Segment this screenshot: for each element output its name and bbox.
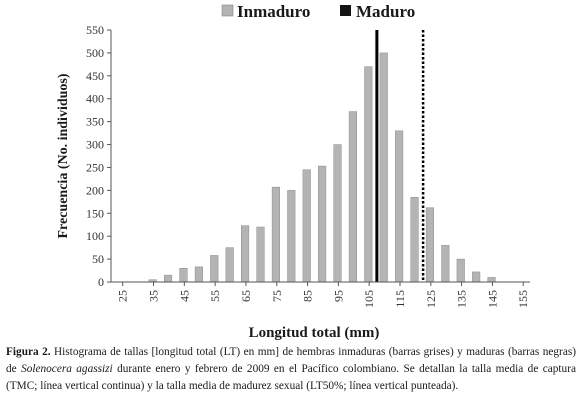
legend-swatch-maduro (340, 5, 351, 16)
y-tick-label: 550 (86, 23, 104, 37)
x-tick-label: 95 (331, 290, 345, 302)
y-tick-label: 100 (86, 229, 104, 243)
bar-inmaduro-85 (302, 169, 311, 283)
y-axis-title: Frecuencia (No. individuos) (56, 73, 71, 238)
bar-inmaduro-145 (487, 277, 496, 283)
bar-inmaduro-50 (194, 266, 203, 283)
x-tick-label: 75 (270, 290, 284, 302)
x-tick-label: 85 (301, 290, 315, 302)
figure-caption: Figura 2. Histograma de tallas [longitud… (6, 344, 576, 395)
bar-inmaduro-135 (456, 258, 465, 283)
x-axis-title: Longitud total (mm) (249, 325, 380, 340)
legend-label-inmaduro: Inmaduro (237, 2, 310, 21)
bar-inmaduro-90 (318, 165, 327, 283)
x-tick-label: 145 (485, 290, 499, 308)
legend-swatch-inmaduro (221, 4, 234, 17)
bar-inmaduro-75 (271, 186, 280, 283)
bar-inmaduro-100 (348, 111, 357, 283)
bar-inmaduro-40 (164, 274, 173, 283)
y-tick-label: 450 (86, 69, 104, 83)
bar-inmaduro-80 (287, 190, 296, 283)
bar-inmaduro-115 (395, 130, 404, 283)
bar-inmaduro-65 (241, 225, 250, 283)
histogram-chart: Inmaduro Maduro 0 50 100 150 200 250 300 350 400… (56, 2, 530, 340)
caption-label: Figura 2. (6, 346, 51, 358)
x-tick-label: 45 (177, 290, 191, 302)
bar-inmaduro-70 (256, 226, 265, 283)
bar-inmaduro-45 (179, 268, 188, 283)
bar-inmaduro-120 (410, 196, 419, 283)
caption-species: Solenocera agassizi (21, 363, 113, 375)
x-tick-label: 155 (516, 290, 530, 308)
y-tick-label: 200 (86, 183, 104, 197)
bar-inmaduro-105 (364, 66, 373, 283)
bar-inmaduro-60 (225, 247, 234, 283)
x-tick-label: 25 (116, 290, 130, 302)
y-tick-label: 400 (86, 92, 104, 106)
y-tick-label: 50 (92, 252, 104, 266)
x-tick-label: 35 (147, 290, 161, 302)
bar-inmaduro-130 (441, 245, 450, 283)
legend: Inmaduro Maduro (221, 2, 415, 21)
bar-inmaduro-110 (379, 52, 388, 283)
y-tick-label: 150 (86, 206, 104, 220)
caption-text-1: Histograma de tallas [longitud total (LT… (6, 346, 576, 375)
bar-inmaduro-55 (210, 255, 219, 283)
x-tick-label: 135 (455, 290, 469, 308)
y-tick-label: 500 (86, 46, 104, 60)
caption-text-2: durante enero y febrero de 2009 en el Pa… (6, 363, 576, 392)
y-tick-label: 350 (86, 115, 104, 129)
x-tick-label: 125 (424, 290, 438, 308)
bar-inmaduro-95 (333, 144, 342, 283)
bar-inmaduro-125 (425, 207, 434, 283)
x-tick-label: 105 (362, 290, 376, 308)
x-tick-label: 115 (393, 290, 407, 308)
bar-inmaduro-140 (472, 271, 481, 283)
y-tick-label: 0 (98, 275, 104, 289)
legend-label-maduro: Maduro (356, 2, 415, 21)
x-tick-label: 55 (208, 290, 222, 302)
y-tick-label: 300 (86, 138, 104, 152)
y-tick-label: 250 (86, 160, 104, 174)
x-tick-label: 65 (239, 290, 253, 302)
